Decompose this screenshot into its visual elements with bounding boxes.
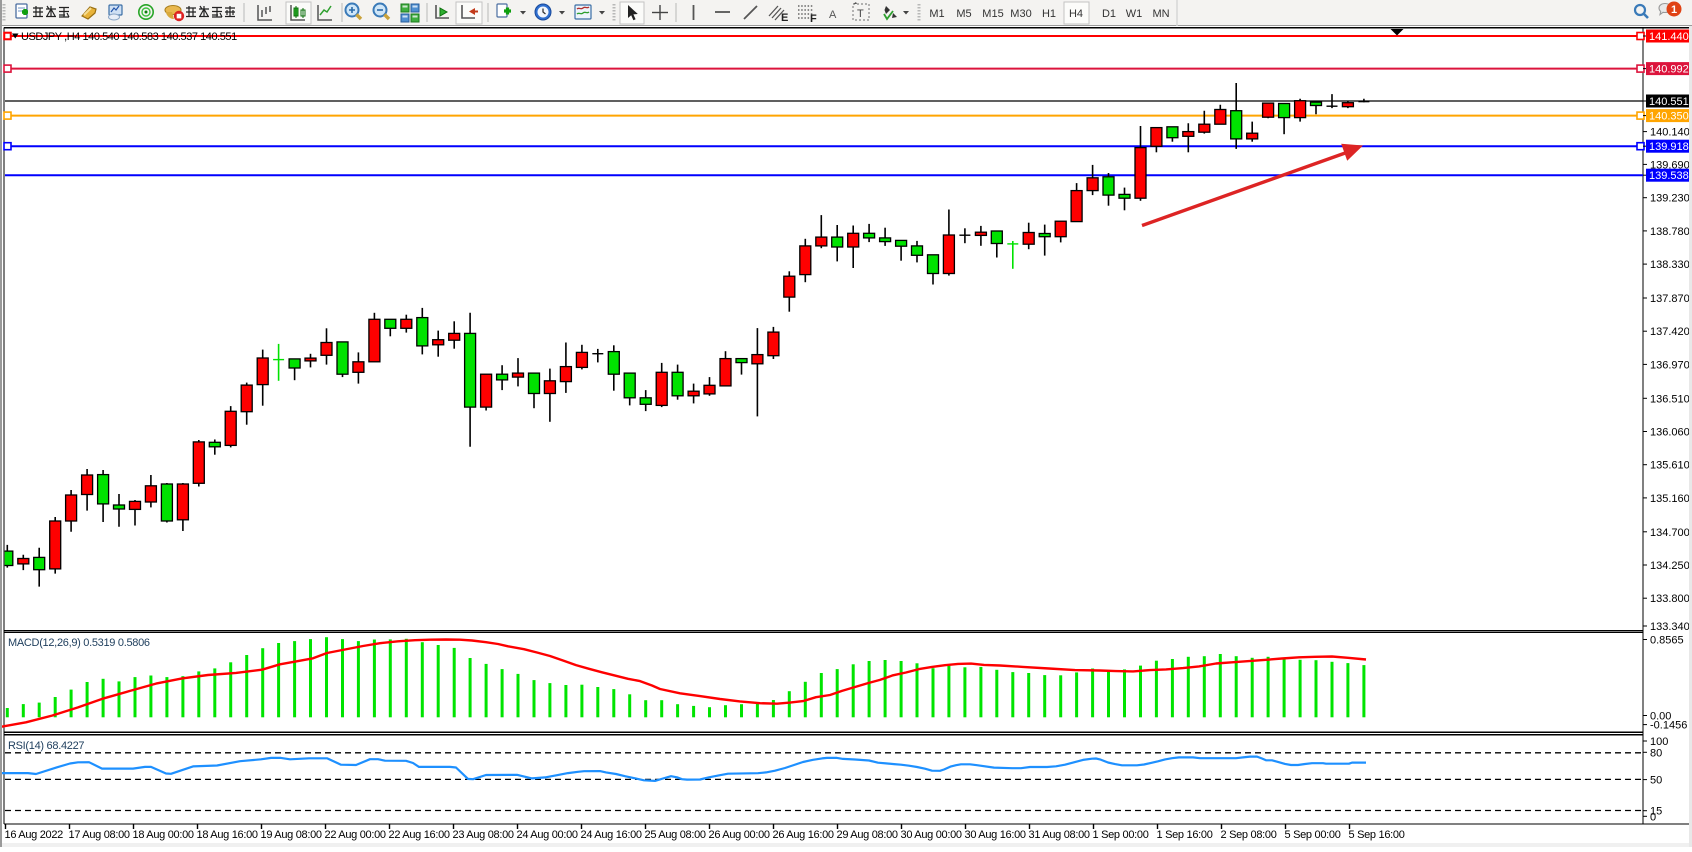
svg-text:M15: M15 (982, 8, 1003, 20)
svg-text:-0.1456: -0.1456 (1650, 720, 1687, 732)
svg-text:19 Aug 08:00: 19 Aug 08:00 (261, 829, 322, 841)
svg-text:22 Aug 16:00: 22 Aug 16:00 (389, 829, 450, 841)
svg-text:F: F (810, 13, 817, 25)
svg-text:137.870: 137.870 (1650, 293, 1690, 305)
svg-text:80: 80 (1650, 747, 1662, 759)
svg-text:135.610: 135.610 (1650, 460, 1690, 472)
svg-text:137.420: 137.420 (1650, 326, 1690, 338)
svg-text:15: 15 (1650, 806, 1662, 818)
svg-text:H4: H4 (1069, 8, 1083, 20)
svg-text:100: 100 (1650, 736, 1668, 748)
svg-text:18 Aug 00:00: 18 Aug 00:00 (133, 829, 194, 841)
svg-text:50: 50 (1650, 775, 1662, 787)
svg-text:0.8565: 0.8565 (1650, 635, 1684, 647)
svg-text:30 Aug 16:00: 30 Aug 16:00 (965, 829, 1026, 841)
svg-text:138.330: 138.330 (1650, 259, 1690, 271)
svg-text:29 Aug 08:00: 29 Aug 08:00 (837, 829, 898, 841)
svg-text:H1: H1 (1042, 8, 1056, 20)
svg-text:136.970: 136.970 (1650, 359, 1690, 371)
svg-text:17 Aug 08:00: 17 Aug 08:00 (69, 829, 130, 841)
svg-text:5 Sep 00:00: 5 Sep 00:00 (1285, 829, 1341, 841)
svg-text:134.700: 134.700 (1650, 527, 1690, 539)
svg-text:MACD(12,26,9) 0.5319 0.5806: MACD(12,26,9) 0.5319 0.5806 (8, 637, 150, 649)
svg-text:138.780: 138.780 (1650, 226, 1690, 238)
svg-text:E: E (781, 12, 788, 24)
svg-text:140.140: 140.140 (1650, 127, 1690, 139)
svg-text:0: 0 (1650, 811, 1656, 823)
svg-text:2 Sep 08:00: 2 Sep 08:00 (1221, 829, 1277, 841)
svg-text:140.551: 140.551 (1649, 96, 1689, 108)
svg-text:134.250: 134.250 (1650, 560, 1690, 572)
svg-text:T: T (857, 8, 864, 20)
svg-text:M5: M5 (956, 8, 971, 20)
svg-text:141.440: 141.440 (1649, 31, 1689, 43)
svg-text:136.060: 136.060 (1650, 427, 1690, 439)
svg-text:140.350: 140.350 (1649, 111, 1689, 123)
svg-text:30 Aug 00:00: 30 Aug 00:00 (901, 829, 962, 841)
svg-text:139.538: 139.538 (1649, 170, 1689, 182)
svg-text:M1: M1 (929, 8, 944, 20)
svg-text:26 Aug 00:00: 26 Aug 00:00 (709, 829, 770, 841)
svg-text:W1: W1 (1126, 8, 1143, 20)
svg-text:24 Aug 16:00: 24 Aug 16:00 (581, 829, 642, 841)
svg-text:A: A (829, 9, 837, 21)
svg-text:5 Sep 16:00: 5 Sep 16:00 (1349, 829, 1405, 841)
svg-text:23 Aug 08:00: 23 Aug 08:00 (453, 829, 514, 841)
svg-text:M30: M30 (1010, 8, 1031, 20)
svg-text:139.230: 139.230 (1650, 193, 1690, 205)
svg-text:139.918: 139.918 (1649, 141, 1689, 153)
svg-text:31 Aug 08:00: 31 Aug 08:00 (1029, 829, 1090, 841)
svg-text:18 Aug 16:00: 18 Aug 16:00 (197, 829, 258, 841)
svg-text:MN: MN (1152, 8, 1169, 20)
svg-text:USDJPY ,H4 140.540 140.583 14: USDJPY ,H4 140.540 140.583 140.537 140.5… (21, 31, 237, 43)
svg-text:140.992: 140.992 (1649, 64, 1689, 76)
svg-text:16 Aug 2022: 16 Aug 2022 (5, 829, 64, 841)
svg-text:136.510: 136.510 (1650, 393, 1690, 405)
svg-text:26 Aug 16:00: 26 Aug 16:00 (773, 829, 834, 841)
svg-text:24 Aug 00:00: 24 Aug 00:00 (517, 829, 578, 841)
svg-text:RSI(14) 68.4227: RSI(14) 68.4227 (8, 740, 84, 752)
svg-text:135.160: 135.160 (1650, 493, 1690, 505)
svg-text:0.00: 0.00 (1650, 711, 1671, 723)
svg-text:22 Aug 00:00: 22 Aug 00:00 (325, 829, 386, 841)
svg-text:133.340: 133.340 (1650, 621, 1690, 633)
svg-text:1: 1 (1671, 4, 1677, 16)
svg-text:1 Sep 00:00: 1 Sep 00:00 (1093, 829, 1149, 841)
svg-text:139.690: 139.690 (1650, 159, 1690, 171)
svg-text:1 Sep 16:00: 1 Sep 16:00 (1157, 829, 1213, 841)
svg-text:133.800: 133.800 (1650, 593, 1690, 605)
svg-text:D1: D1 (1102, 8, 1116, 20)
svg-text:25 Aug 08:00: 25 Aug 08:00 (645, 829, 706, 841)
